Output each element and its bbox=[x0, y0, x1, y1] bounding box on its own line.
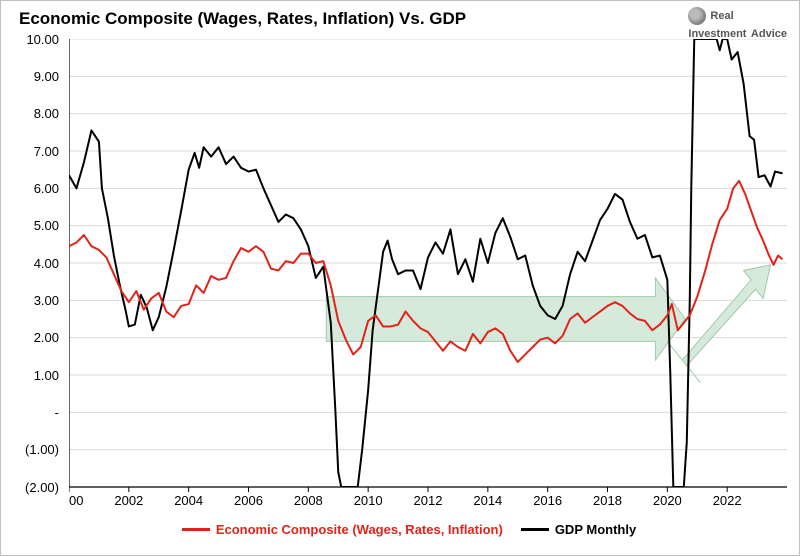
y-tick-label: 1.00 bbox=[34, 368, 59, 383]
y-tick-label: 9.00 bbox=[34, 69, 59, 84]
y-tick-label: 7.00 bbox=[34, 144, 59, 159]
svg-text:2014: 2014 bbox=[473, 493, 502, 507]
y-tick-label: 6.00 bbox=[34, 181, 59, 196]
svg-text:2008: 2008 bbox=[294, 493, 323, 507]
svg-text:2012: 2012 bbox=[414, 493, 443, 507]
y-tick-label: (1.00) bbox=[25, 442, 59, 457]
y-tick-label: - bbox=[55, 405, 59, 420]
svg-text:2010: 2010 bbox=[354, 493, 383, 507]
svg-text:2016: 2016 bbox=[533, 493, 562, 507]
y-tick-label: 4.00 bbox=[34, 256, 59, 271]
logo-line1: Real bbox=[710, 11, 733, 22]
y-tick-label: 5.00 bbox=[34, 218, 59, 233]
svg-text:2004: 2004 bbox=[174, 493, 203, 507]
logo-icon bbox=[688, 7, 706, 25]
brand-logo: Real Investment Advice bbox=[688, 7, 787, 41]
legend-swatch bbox=[182, 528, 210, 531]
svg-text:2006: 2006 bbox=[234, 493, 263, 507]
legend-label: Economic Composite (Wages, Rates, Inflat… bbox=[216, 522, 503, 537]
y-tick-label: 10.00 bbox=[26, 32, 59, 47]
chart-container: Economic Composite (Wages, Rates, Inflat… bbox=[0, 0, 800, 556]
legend-swatch bbox=[521, 528, 549, 531]
y-tick-label: (2.00) bbox=[25, 480, 59, 495]
svg-text:2000: 2000 bbox=[69, 493, 83, 507]
chart-title: Economic Composite (Wages, Rates, Inflat… bbox=[19, 9, 466, 29]
y-tick-label: 2.00 bbox=[34, 330, 59, 345]
chart-legend: Economic Composite (Wages, Rates, Inflat… bbox=[1, 521, 799, 537]
line-chart-plot: 2000 2002 2004 2006 2008 2010 2012 2014 2016 2018… bbox=[69, 39, 787, 507]
svg-text:2020: 2020 bbox=[653, 493, 682, 507]
y-tick-label: 3.00 bbox=[34, 293, 59, 308]
y-tick-label: 8.00 bbox=[34, 106, 59, 121]
legend-label: GDP Monthly bbox=[555, 522, 636, 537]
svg-text:2022: 2022 bbox=[713, 493, 742, 507]
svg-text:2018: 2018 bbox=[593, 493, 622, 507]
svg-text:2002: 2002 bbox=[114, 493, 143, 507]
